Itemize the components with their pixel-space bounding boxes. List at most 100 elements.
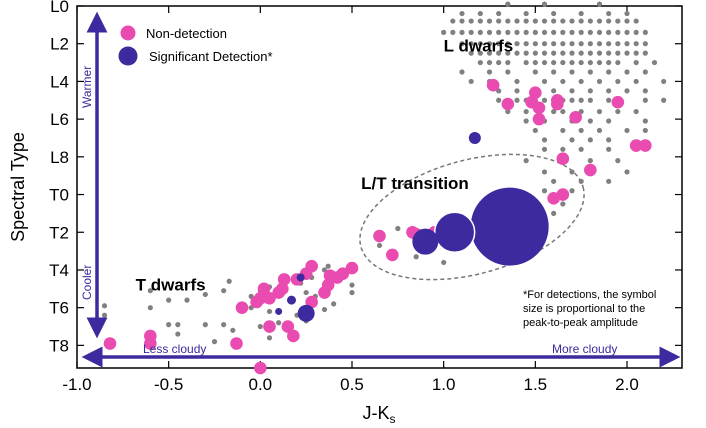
background-point (266, 335, 273, 341)
background-point (578, 29, 584, 35)
axis-ticks: -1.0 -0.5 0.0 0.5 1.0 1.5 2.0 L0 L2 L4 L6 L8 T0 T2 T4 T… (49, 0, 682, 394)
background-point (532, 41, 538, 47)
background-point (615, 29, 621, 35)
background-point (560, 78, 566, 85)
background-point (486, 41, 493, 47)
background-point (587, 97, 593, 103)
background-point (560, 29, 566, 35)
background-point (221, 288, 227, 294)
y-tick-label: T2 (49, 223, 69, 242)
background-point (560, 201, 566, 207)
background-point (376, 242, 383, 249)
background-point (175, 322, 181, 328)
warmer-label: Warmer (80, 66, 94, 108)
background-point (578, 97, 584, 103)
background-point (569, 50, 575, 56)
non-detection-point (230, 337, 243, 350)
background-point (441, 259, 447, 266)
y-tick-label: L4 (50, 72, 69, 91)
background-point (477, 18, 483, 24)
background-point (569, 97, 575, 103)
background-point (514, 50, 520, 56)
background-point (606, 10, 612, 17)
background-point (569, 18, 575, 24)
background-point (541, 41, 548, 47)
background-point (486, 50, 493, 56)
background-point (606, 69, 612, 75)
background-point (523, 41, 529, 47)
background-point (606, 50, 612, 56)
background-point (468, 18, 474, 24)
background-point (321, 306, 328, 313)
background-point (514, 78, 520, 85)
y-tick-label: L0 (50, 0, 69, 16)
background-point (477, 10, 483, 17)
non-detection-point (254, 361, 267, 375)
background-point (486, 59, 493, 66)
non-detection-point (386, 248, 399, 262)
background-point (606, 178, 612, 184)
non-detection-point (263, 320, 276, 333)
background-point (266, 308, 273, 315)
background-point (587, 118, 593, 124)
background-point (596, 127, 603, 134)
background-point (642, 41, 648, 47)
background-point (505, 29, 511, 35)
detection-point (296, 273, 305, 282)
background-point (349, 282, 355, 288)
background-point (578, 59, 584, 66)
background-point (541, 97, 548, 103)
detection-point (287, 295, 296, 305)
non-detection-point (318, 286, 331, 299)
background-point (606, 59, 612, 66)
plot-frame (76, 5, 683, 369)
detection-point (412, 228, 439, 255)
background-point (551, 69, 557, 75)
legend-non-detection-label: Non-detection (146, 26, 227, 41)
background-point (477, 50, 483, 56)
background-point (596, 108, 603, 115)
background-point (633, 41, 639, 47)
background-point (587, 59, 593, 66)
background-point (514, 18, 520, 24)
x-tick-label: -1.0 (62, 375, 91, 394)
non-detection-point (281, 320, 295, 333)
detection-point (275, 307, 283, 315)
x-tick-label: 1.0 (432, 375, 456, 394)
background-point (532, 69, 538, 75)
non-detection-point (103, 337, 117, 350)
background-point (541, 50, 548, 56)
y-tick-label: L2 (50, 35, 69, 54)
background-point (532, 29, 538, 35)
footnote-line-1: *For detections, the symbol (523, 289, 656, 301)
non-detection-point (551, 97, 564, 111)
background-point (560, 146, 566, 152)
background-point (541, 18, 548, 24)
background-point (523, 29, 529, 35)
background-point (496, 97, 502, 103)
background-point (560, 18, 566, 24)
background-point (606, 18, 612, 24)
background-point (532, 18, 538, 24)
y-tick-label: T4 (49, 261, 69, 280)
background-point (395, 225, 401, 232)
background-point (587, 158, 593, 164)
background-point (633, 108, 639, 115)
background-point (276, 320, 282, 326)
background-point (560, 50, 566, 56)
background-point (541, 78, 548, 85)
background-point (624, 41, 630, 47)
footnote-line-3: peak-to-peak amplitude (523, 317, 638, 329)
background-point (606, 137, 612, 143)
background-point (578, 50, 584, 56)
background-point (569, 137, 575, 143)
background-point (523, 118, 529, 124)
background-point (661, 78, 667, 85)
background-point (413, 254, 419, 260)
background-point (642, 50, 648, 56)
background-point (560, 59, 566, 66)
background-point (569, 69, 575, 75)
x-axis-title: J-Ks (363, 403, 396, 426)
background-point (587, 137, 593, 143)
x-tick-label: -0.5 (154, 375, 183, 394)
